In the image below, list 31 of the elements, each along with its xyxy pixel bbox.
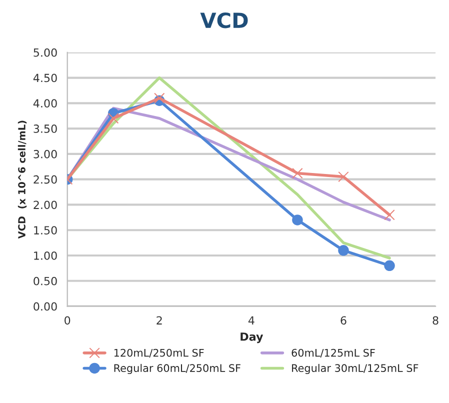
y-tick-label: 0.00: [34, 302, 57, 311]
point: [384, 260, 395, 272]
y-tick-label: 1.50: [34, 226, 57, 234]
point: [292, 214, 303, 226]
y-tick-label: 3.50: [34, 124, 57, 133]
x-axis-title: Day: [240, 332, 264, 344]
x-tick-label: 2: [156, 316, 162, 324]
y-tick-label: 2.50: [34, 175, 57, 184]
legend-label: Regular 30mL/125mL SF: [292, 364, 418, 374]
point: [338, 245, 349, 256]
y-tick-label: 1.00: [34, 251, 57, 260]
y-tick-label: 3.00: [34, 150, 57, 158]
x-tick-label: 8: [432, 316, 438, 325]
y-tick-label: 5.00: [34, 48, 57, 57]
point: [384, 210, 395, 220]
y-tick-label: 0.50: [34, 276, 57, 286]
y-tick-label: 2.00: [34, 200, 57, 210]
chart-title: VCD: [200, 12, 248, 28]
x-tick-label: 0: [64, 316, 70, 325]
legend-label: 60mL/125mL SF: [292, 348, 375, 358]
point: [338, 171, 349, 182]
legend-label: Regular 60mL/250mL SF: [114, 364, 240, 374]
legend-label: 120mL/250mL SF: [114, 348, 204, 358]
x-tick-label: 4: [248, 316, 254, 324]
y-tick-label: 4.50: [33, 74, 57, 82]
point: [108, 113, 119, 124]
x-tick-label: 6: [340, 316, 346, 325]
point: [154, 92, 165, 104]
y-tick-label: 4.00: [33, 99, 57, 108]
point: [292, 168, 303, 179]
y-axis-title: VCD (x 10^6 cell/mL): [18, 120, 27, 239]
